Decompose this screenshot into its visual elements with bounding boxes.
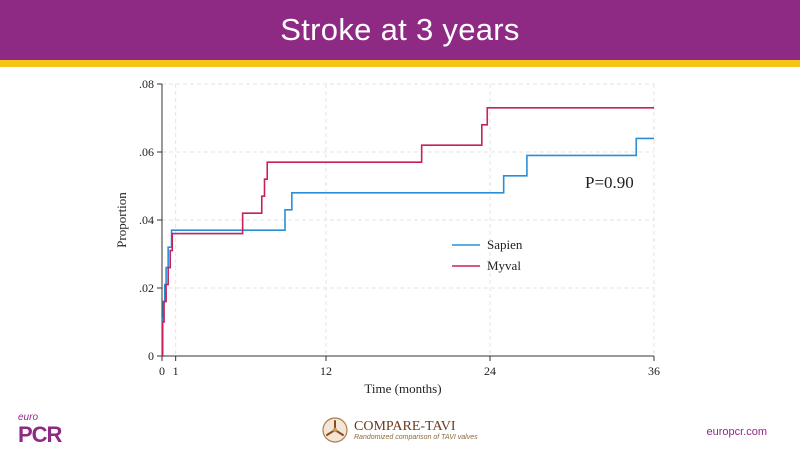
europcr-logo: euro PCR bbox=[18, 412, 68, 448]
x-axis-label: Time (months) bbox=[364, 381, 441, 396]
series-line-sapien bbox=[161, 137, 654, 357]
slide-title: Stroke at 3 years bbox=[280, 12, 520, 47]
y-tick-label: .04 bbox=[139, 213, 154, 227]
y-axis-label: Proportion bbox=[114, 192, 129, 248]
compare-tavi-emblem-icon bbox=[322, 417, 348, 443]
y-tick-label: .02 bbox=[139, 281, 154, 295]
series-line-myval bbox=[161, 107, 654, 357]
compare-tavi-logo: COMPARE-TAVI Randomized comparison of TA… bbox=[322, 412, 478, 448]
legend-label-sapien: Sapien bbox=[487, 237, 523, 252]
y-tick-label: .06 bbox=[139, 145, 154, 159]
legend-label-myval: Myval bbox=[487, 258, 521, 273]
title-bar: Stroke at 3 years bbox=[0, 0, 800, 60]
logo-euro-text: euro bbox=[18, 412, 39, 423]
x-tick-label: 12 bbox=[320, 364, 332, 378]
p-value-annotation: P=0.90 bbox=[585, 173, 634, 192]
accent-stripe bbox=[0, 60, 800, 67]
x-tick-label: 24 bbox=[484, 364, 496, 378]
x-tick-label: 1 bbox=[173, 364, 179, 378]
x-tick-label: 36 bbox=[648, 364, 660, 378]
compare-tavi-subtitle: Randomized comparison of TAVI valves bbox=[354, 434, 478, 441]
footer-url[interactable]: europcr.com bbox=[706, 426, 767, 438]
y-tick-label: .08 bbox=[139, 77, 154, 91]
logo-pcr-text: PCR bbox=[18, 422, 62, 447]
y-tick-label: 0 bbox=[148, 349, 154, 363]
x-tick-label: 0 bbox=[159, 364, 165, 378]
compare-tavi-name: COMPARE-TAVI bbox=[354, 419, 456, 434]
